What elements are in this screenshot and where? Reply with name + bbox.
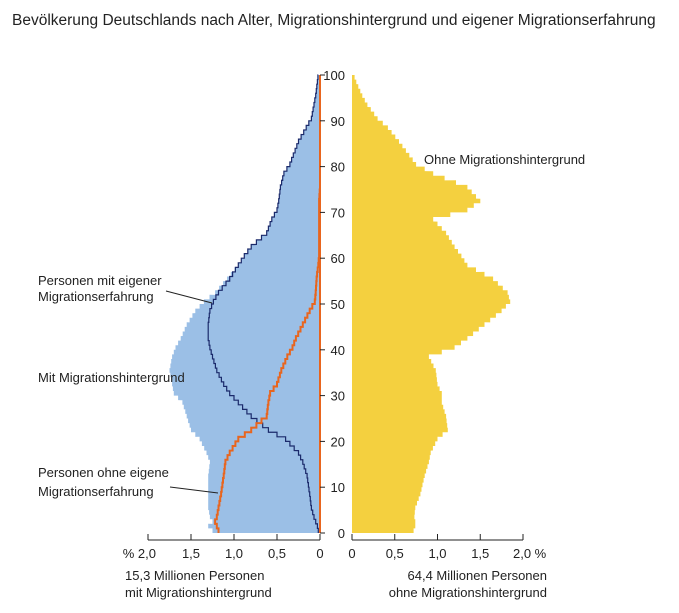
left-caption-line1: 15,3 Millionen Personen xyxy=(125,568,264,583)
left-x-tick-label-3: 0,5 xyxy=(268,546,286,561)
annotation-ohne-migration: Ohne Migrationshintergrund xyxy=(424,152,585,167)
age-tick-label-80: 80 xyxy=(331,160,345,175)
right-x-tick-label-0: 0 xyxy=(348,546,355,561)
left-x-tick-label-4: 0 xyxy=(316,546,323,561)
right-caption-line1: 64,4 Millionen Personen xyxy=(408,568,547,583)
annotation-mit-migration: Mit Migrationshintergrund xyxy=(38,370,185,385)
age-tick-label-10: 10 xyxy=(331,480,345,495)
left-x-tick-label-2: 1,0 xyxy=(225,546,243,561)
left-x-tick-label-0: % 2,0 xyxy=(123,546,156,561)
right-fill-layer xyxy=(352,75,511,533)
series-ohne-migrationshintergrund-area xyxy=(352,75,511,533)
left-fill-layer xyxy=(169,75,320,533)
left-caption-line2: mit Migrationshintergrund xyxy=(125,585,272,600)
age-tick-label-30: 30 xyxy=(331,389,345,404)
right-x-tick-label-1: 0,5 xyxy=(386,546,404,561)
right-x-tick-label-4: 2,0 % xyxy=(513,546,547,561)
age-tick-label-60: 60 xyxy=(331,251,345,266)
age-tick-label-90: 90 xyxy=(331,114,345,129)
age-tick-label-50: 50 xyxy=(331,297,345,312)
age-tick-label-0: 0 xyxy=(338,526,345,541)
annotation-eigene-line2: Migrationserfahrung xyxy=(38,289,154,304)
series-eigene-migrationserfahrung-line xyxy=(207,74,319,533)
annotation-ohne-eigene-line1: Personen ohne eigene xyxy=(38,465,169,480)
age-tick-label-70: 70 xyxy=(331,205,345,220)
age-tick-label-20: 20 xyxy=(331,434,345,449)
chart-title: Bevölkerung Deutschlands nach Alter, Mig… xyxy=(12,12,656,29)
right-x-tick-label-2: 1,0 xyxy=(428,546,446,561)
age-tick-label-100: 100 xyxy=(323,68,345,83)
annotation-eigene-line1: Personen mit eigener xyxy=(38,273,162,288)
right-caption-line2: ohne Migrationshintergrund xyxy=(389,585,547,600)
left-x-tick-label-1: 1,5 xyxy=(182,546,200,561)
annotation-ohne-eigene-line2: Migrationserfahrung xyxy=(38,484,154,499)
age-tick-label-40: 40 xyxy=(331,343,345,358)
annotation-ohne-eigene-pointer xyxy=(169,486,219,494)
series-mit-migrationshintergrund-area xyxy=(169,75,320,533)
right-x-tick-label-3: 1,5 xyxy=(471,546,489,561)
annotation-eigene-pointer xyxy=(165,290,213,304)
